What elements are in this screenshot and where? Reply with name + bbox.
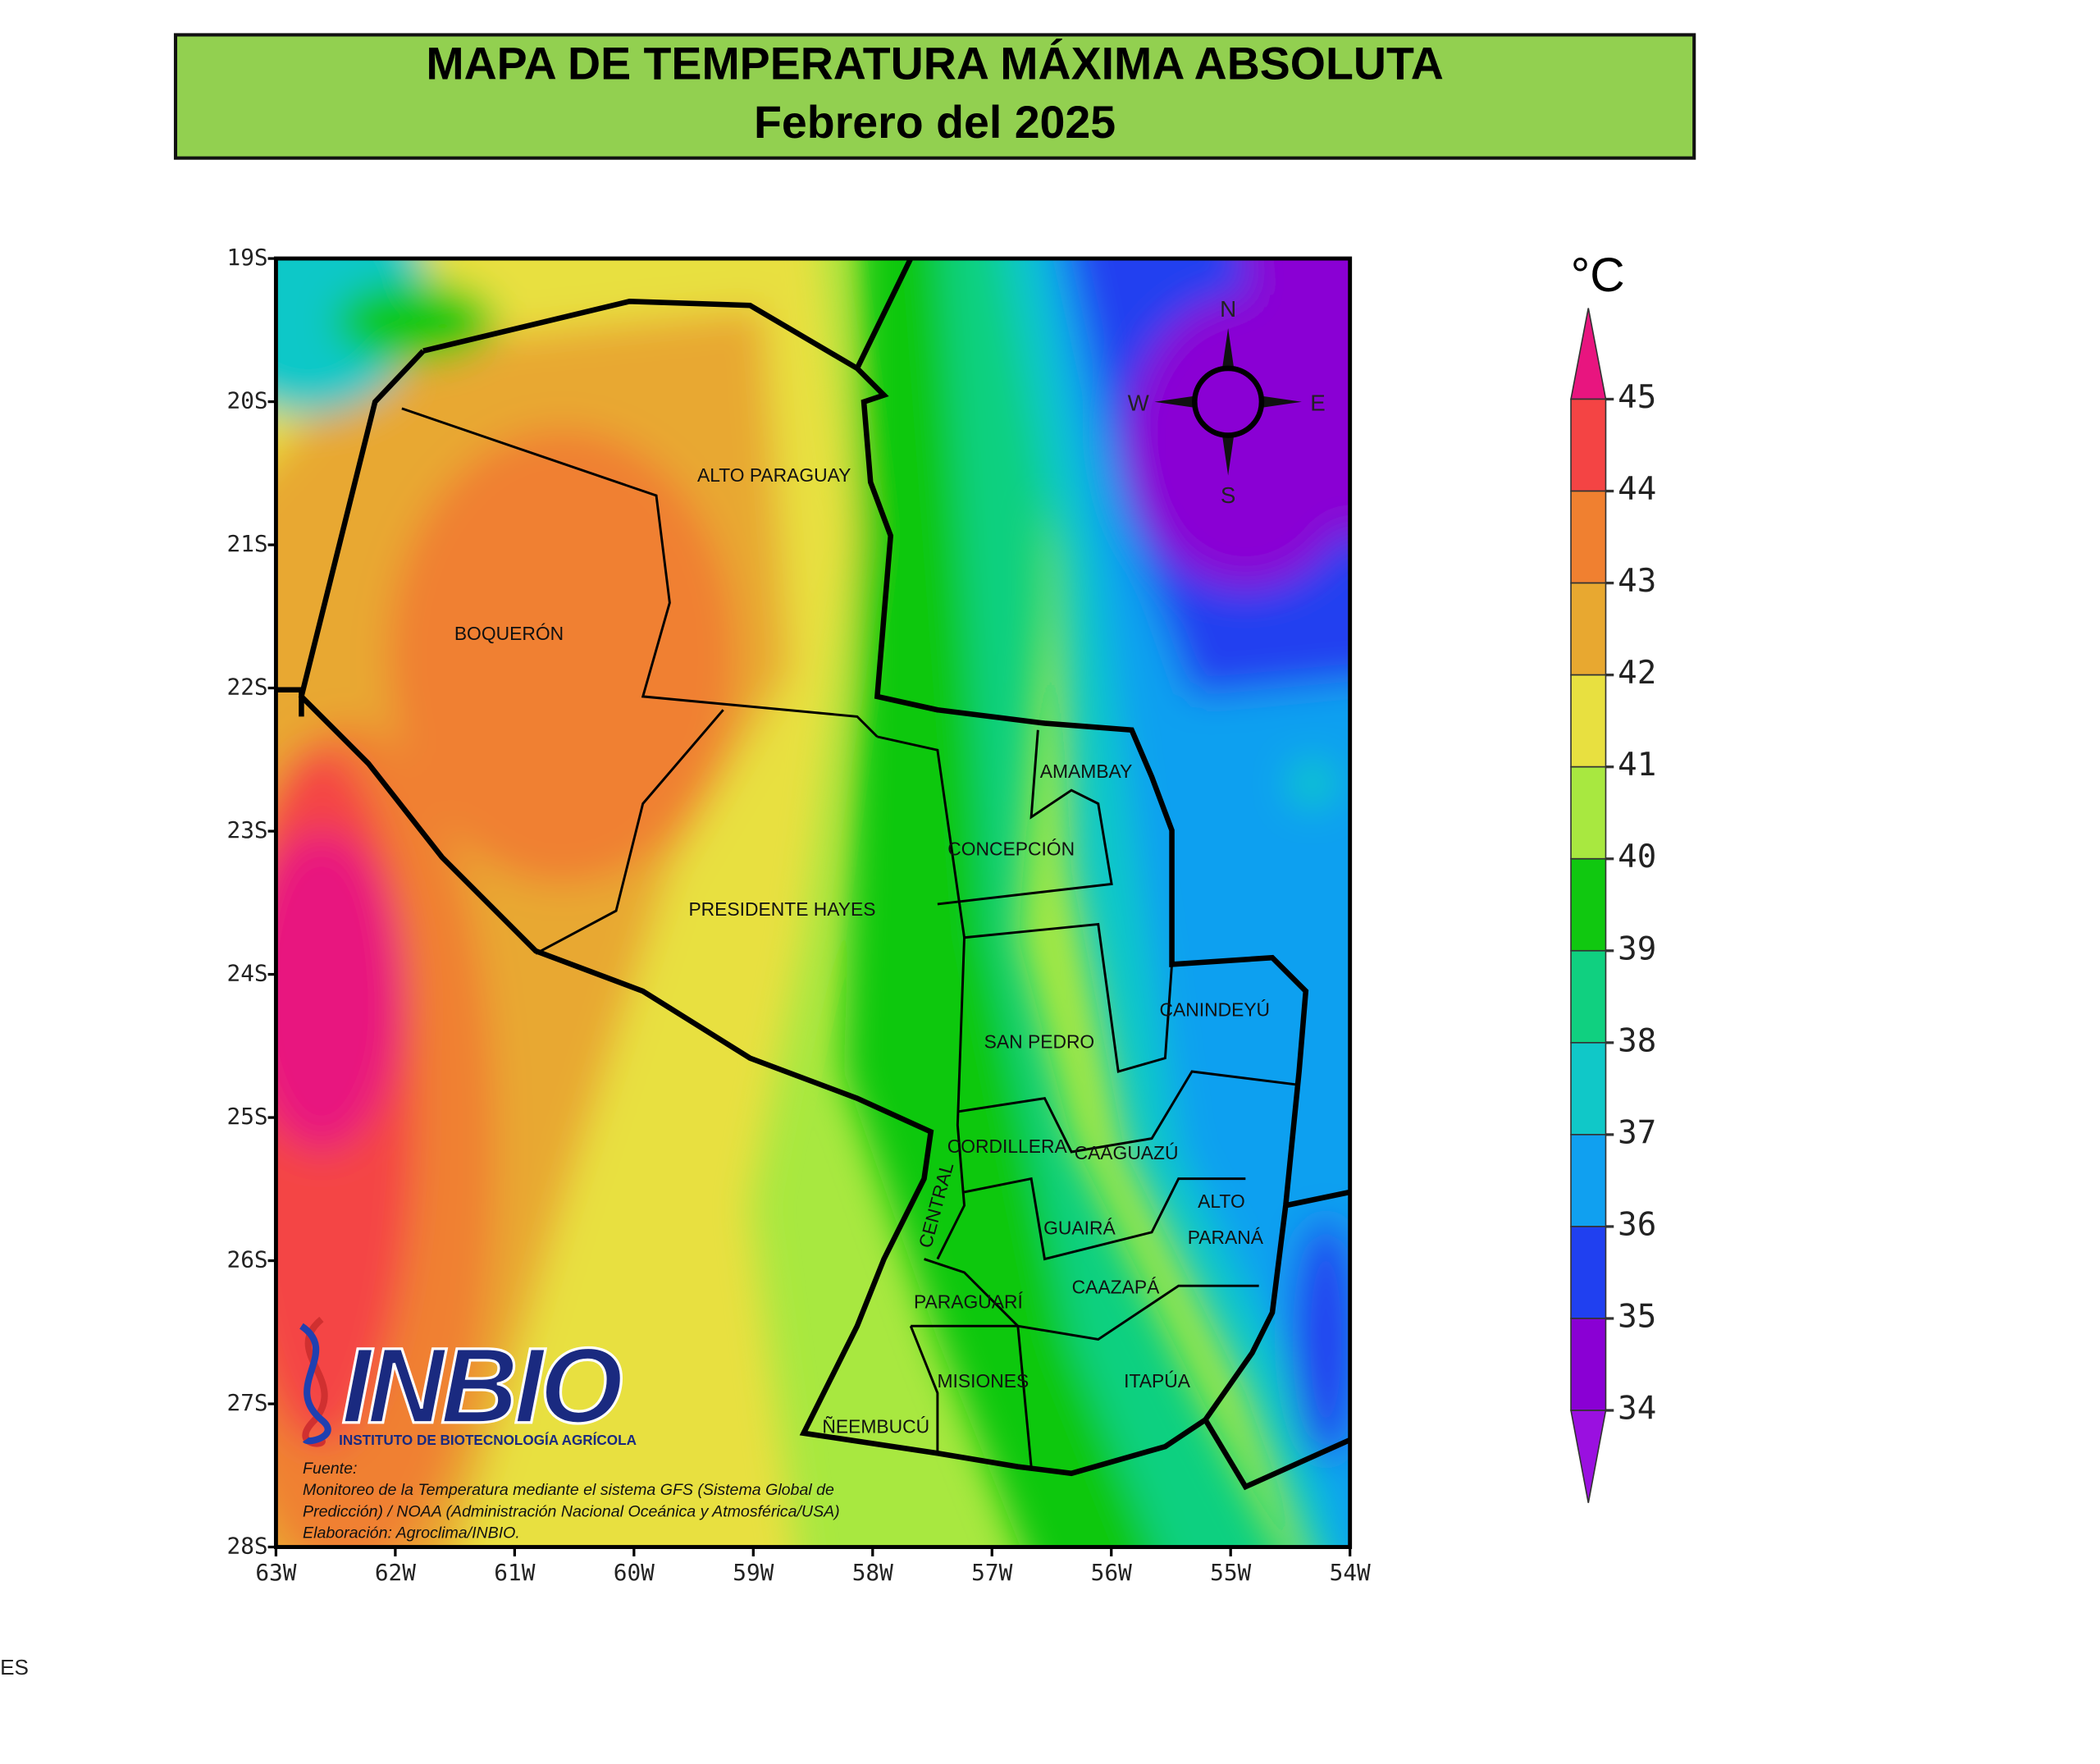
legend-swatch bbox=[1570, 490, 1607, 584]
legend-unit: °C bbox=[1571, 249, 1625, 302]
legend-swatch bbox=[1570, 582, 1607, 676]
legend-swatch bbox=[1570, 1318, 1607, 1411]
title: MAPA DE TEMPERATURA MÁXIMA ABSOLUTA bbox=[426, 38, 1443, 89]
lon-label: 59W bbox=[733, 1559, 774, 1586]
logo: INBIO INSTITUTO DE BIOTECNOLOGÍA AGRÍCOL… bbox=[299, 1316, 637, 1448]
legend-tick-label: 40 bbox=[1618, 839, 1656, 875]
department-label: ÑEEMBUCÚ bbox=[822, 1415, 929, 1437]
source-line: Monitoreo de la Temperatura mediante el … bbox=[303, 1481, 834, 1499]
department-label: PARAGUARÍ bbox=[914, 1291, 1024, 1312]
department-label: PARANÁ bbox=[1188, 1227, 1264, 1248]
lat-label: 19S bbox=[226, 244, 267, 271]
lat-label: 27S bbox=[226, 1389, 267, 1416]
legend-swatch bbox=[1570, 1226, 1607, 1319]
legend-tick-label: 42 bbox=[1618, 655, 1656, 692]
legend-swatch bbox=[1570, 949, 1607, 1044]
legend-swatch bbox=[1570, 1410, 1607, 1503]
department-label: AMAMBAY bbox=[1040, 761, 1133, 782]
legend-swatch bbox=[1570, 1134, 1607, 1227]
legend-tick-label: 34 bbox=[1618, 1391, 1656, 1428]
legend-tick-label: 43 bbox=[1618, 563, 1656, 600]
compass-s: S bbox=[1221, 482, 1236, 508]
legend-swatch bbox=[1570, 398, 1607, 492]
footer-fragment: ES bbox=[0, 1655, 29, 1679]
temperature-field bbox=[276, 258, 1350, 1547]
department-label: GUAIRÁ bbox=[1043, 1218, 1116, 1239]
department-label: CORDILLERA bbox=[947, 1136, 1068, 1157]
department-label: ALTO bbox=[1198, 1190, 1245, 1212]
lon-label: 56W bbox=[1091, 1559, 1132, 1586]
legend-tick-label: 39 bbox=[1618, 930, 1656, 967]
source: Fuente: Monitoreo de la Temperatura media… bbox=[303, 1460, 840, 1542]
subtitle: Febrero del 2025 bbox=[754, 97, 1116, 148]
source-line: Predicción) / NOAA (Administración Nacio… bbox=[303, 1502, 840, 1520]
department-label: ITAPÚA bbox=[1124, 1370, 1191, 1392]
legend-swatch bbox=[1570, 857, 1607, 952]
lat-label: 21S bbox=[226, 530, 267, 557]
legend-swatch bbox=[1570, 1042, 1607, 1136]
legend-tick-label: 35 bbox=[1618, 1298, 1656, 1335]
lon-label: 55W bbox=[1210, 1559, 1251, 1586]
department-label: MISIONES bbox=[938, 1370, 1029, 1392]
legend-tick-label: 38 bbox=[1618, 1022, 1656, 1059]
lon-label: 60W bbox=[614, 1559, 655, 1586]
department-label: BOQUERÓN bbox=[454, 623, 564, 644]
source-line: Elaboración: Agroclima/INBIO. bbox=[303, 1524, 520, 1542]
compass-w: W bbox=[1128, 390, 1150, 415]
legend-tick-label: 44 bbox=[1618, 471, 1656, 508]
legend-swatch bbox=[1570, 308, 1607, 400]
legend: 45 44 43 42 41 40 39 38 37 36 35 34 bbox=[1570, 308, 1656, 1503]
lon-label: 62W bbox=[375, 1559, 416, 1586]
lat-label: 26S bbox=[226, 1246, 267, 1273]
department-label: CAAGUAZÚ bbox=[1075, 1142, 1179, 1163]
compass-n: N bbox=[1220, 296, 1236, 322]
legend-swatch bbox=[1570, 674, 1607, 768]
lat-label: 23S bbox=[226, 816, 267, 843]
department-label: CAAZAPÁ bbox=[1072, 1276, 1160, 1297]
legend-tick-label: 45 bbox=[1618, 379, 1656, 416]
source-line: Fuente: bbox=[303, 1460, 357, 1478]
logo-subtitle: INSTITUTO DE BIOTECNOLOGÍA AGRÍCOLA bbox=[339, 1432, 637, 1448]
logo-name: INBIO bbox=[341, 1326, 622, 1446]
compass-e: E bbox=[1310, 390, 1326, 415]
map-frame bbox=[273, 256, 1353, 1549]
department-label: CONCEPCIÓN bbox=[947, 839, 1075, 860]
lon-label: 54W bbox=[1330, 1559, 1371, 1586]
lat-label: 24S bbox=[226, 960, 267, 987]
legend-tick-label: 37 bbox=[1618, 1114, 1656, 1151]
lat-label: 20S bbox=[226, 387, 267, 414]
lon-label: 63W bbox=[255, 1559, 296, 1586]
lat-label: 25S bbox=[226, 1103, 267, 1130]
department-label: CANINDEYÚ bbox=[1160, 999, 1271, 1021]
title-box bbox=[173, 33, 1696, 160]
lat-label: 22S bbox=[226, 674, 267, 701]
compass bbox=[1154, 327, 1302, 476]
legend-tick-label: 36 bbox=[1618, 1206, 1656, 1243]
lon-label: 58W bbox=[852, 1559, 893, 1586]
legend-swatch bbox=[1570, 765, 1607, 860]
lat-label: 28S bbox=[226, 1533, 267, 1560]
department-label: SAN PEDRO bbox=[984, 1031, 1095, 1053]
lon-label: 61W bbox=[494, 1559, 535, 1586]
department-label: PRESIDENTE HAYES bbox=[688, 898, 875, 920]
department-label: ALTO PARAGUAY bbox=[697, 464, 851, 486]
department-labels: ALTO PARAGUAY BOQUERÓN PRESIDENTE HAYES … bbox=[454, 464, 1270, 1437]
lon-label: 57W bbox=[971, 1559, 1012, 1586]
borders bbox=[276, 258, 1350, 1491]
legend-tick-label: 41 bbox=[1618, 747, 1656, 784]
